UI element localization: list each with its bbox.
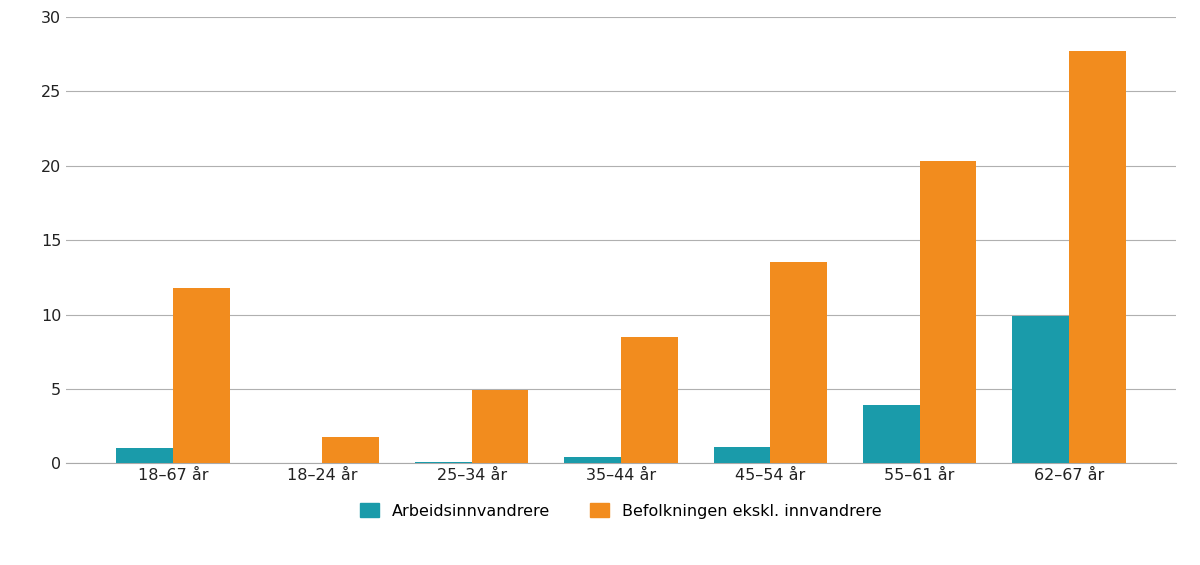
- Bar: [472, 390, 528, 463]
- Bar: [173, 288, 230, 463]
- Bar: [622, 337, 678, 463]
- Bar: [116, 449, 173, 463]
- Bar: [564, 457, 622, 463]
- Bar: [919, 161, 977, 463]
- Legend: Arbeidsinnvandrere, Befolkningen ekskl. innvandrere: Arbeidsinnvandrere, Befolkningen ekskl. …: [352, 495, 890, 527]
- Bar: [1069, 51, 1126, 463]
- Bar: [415, 462, 472, 463]
- Bar: [1012, 316, 1069, 463]
- Bar: [714, 447, 770, 463]
- Bar: [770, 262, 827, 463]
- Bar: [863, 405, 919, 463]
- Bar: [323, 437, 379, 463]
